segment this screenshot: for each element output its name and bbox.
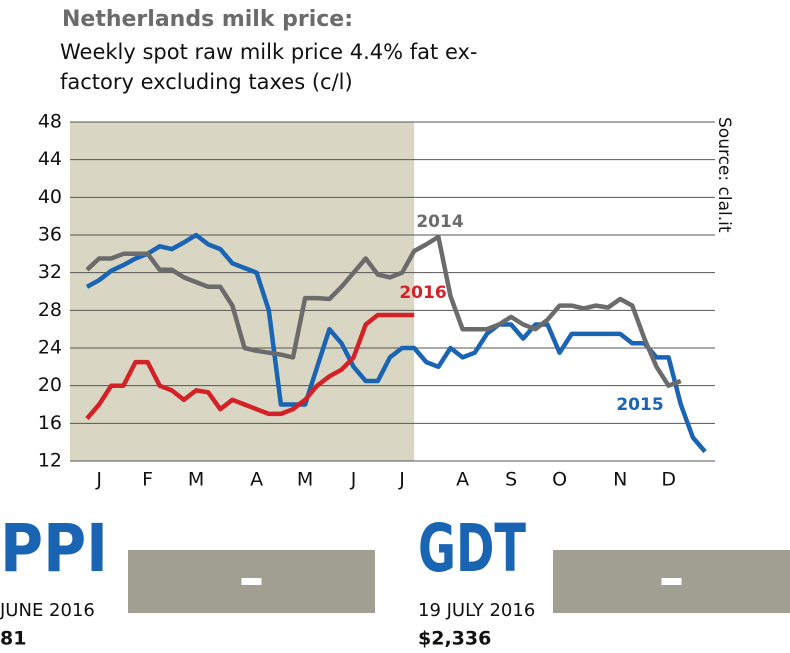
series-label: 2015 xyxy=(616,395,663,415)
y-tick-label: 36 xyxy=(38,224,62,246)
current-year-shade xyxy=(70,122,415,461)
x-tick-label: J xyxy=(95,469,102,491)
source: Source: clal.it xyxy=(714,117,734,233)
x-tick-label: N xyxy=(613,469,627,491)
series-line xyxy=(85,234,682,388)
plot: 12 16 20 24 28 32 36 40 44 48 J F M A M J J A S O N D 2014 2015… xyxy=(38,111,715,491)
series-label: 2014 xyxy=(416,212,463,232)
panel-dash xyxy=(241,578,262,585)
panel-date: 19 JULY 2016 xyxy=(418,600,535,621)
y-tick-label: 44 xyxy=(38,148,62,170)
x-tick-label: O xyxy=(552,469,567,491)
series-line xyxy=(85,312,415,421)
subtitle-box: Weekly spot raw milk price 4.4% fat ex-f… xyxy=(60,40,478,94)
x-tick-label: A xyxy=(250,469,263,491)
x-tick-label: J xyxy=(350,469,357,491)
series-line xyxy=(85,232,707,454)
series-label: 2016 xyxy=(399,283,446,303)
x-tick-label: M xyxy=(297,469,313,491)
panels: PPI JUNE 2016 81 GDT 19 JULY 2016 $2,336 xyxy=(0,510,790,650)
y-tick-label: 16 xyxy=(38,412,62,434)
y-tick-label: 20 xyxy=(38,374,62,396)
y-tick-label: 28 xyxy=(38,299,62,321)
panel-value: $2,336 xyxy=(418,628,491,650)
y-tick-label: 24 xyxy=(38,337,62,359)
x-tick-label: M xyxy=(188,469,204,491)
x-tick-label: D xyxy=(661,469,676,491)
y-tick-label: 40 xyxy=(38,186,62,208)
x-tick-label: A xyxy=(456,469,469,491)
panel-title: PPI xyxy=(0,510,108,587)
panel-date: JUNE 2016 xyxy=(0,600,95,621)
chart-subtitle: Weekly spot raw milk price 4.4% fat ex-f… xyxy=(60,40,478,94)
x-tick-label: J xyxy=(398,469,405,491)
y-tick-label: 12 xyxy=(38,450,62,472)
panel-value: 81 xyxy=(0,628,26,650)
y-tick-label: 32 xyxy=(38,261,62,283)
y-tick-label: 48 xyxy=(38,111,62,133)
chart-title: Netherlands milk price: xyxy=(62,7,353,32)
x-tick-label: S xyxy=(505,469,517,491)
panel-dash xyxy=(661,578,682,585)
x-tick-label: F xyxy=(142,469,153,491)
panel-title: GDT xyxy=(418,510,526,587)
